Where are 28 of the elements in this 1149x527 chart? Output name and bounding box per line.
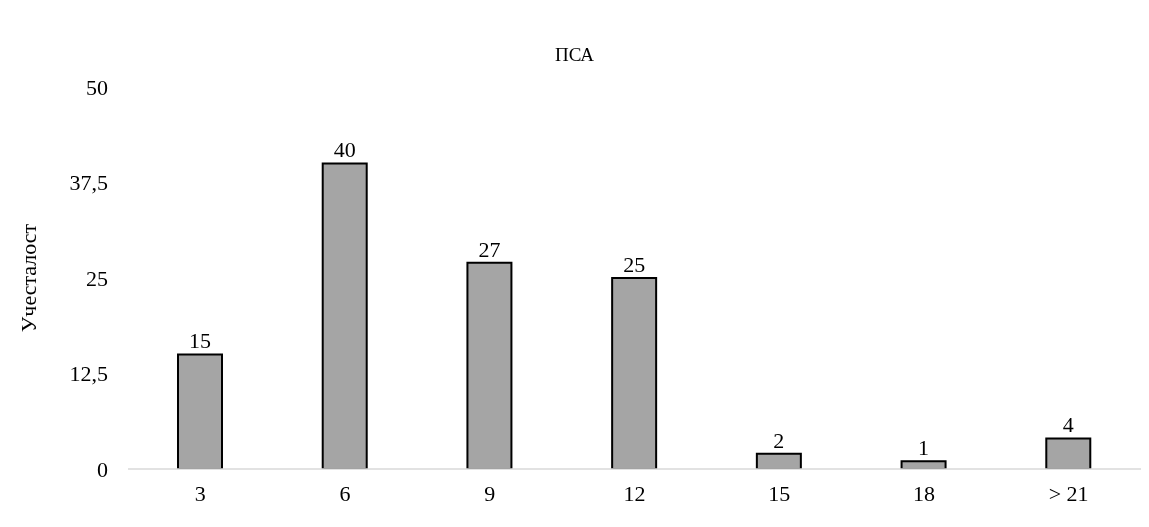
bar [1045,437,1092,469]
bar [321,162,368,469]
data-label: 4 [1062,412,1074,438]
data-label: 40 [333,137,356,163]
chart-title: ПСА [553,44,596,66]
data-label: 2 [773,427,785,453]
y-tick-label: 12,5 [69,361,108,387]
x-tick-label: 3 [194,480,206,506]
x-tick-label: 18 [912,480,935,506]
data-label: 15 [189,328,211,354]
data-label: 27 [478,236,501,262]
data-label: 25 [623,252,646,277]
bar [900,460,947,469]
x-tick-label: 15 [768,480,791,506]
y-axis-title: Учесталост [15,223,41,333]
x-tick-label: 6 [339,480,351,506]
x-tick-label: 9 [484,480,496,506]
bar [755,452,802,469]
y-tick-label: 37,5 [69,170,108,196]
x-tick-label: 12 [623,480,646,506]
y-tick-label: 25 [86,265,108,291]
y-tick-label: 0 [97,456,108,482]
data-label: 1 [918,435,930,461]
bar [611,277,658,469]
x-tick-label: > 21 [1048,480,1089,506]
bar [177,353,223,469]
y-tick-label: 50 [86,74,108,100]
bar [466,261,513,469]
